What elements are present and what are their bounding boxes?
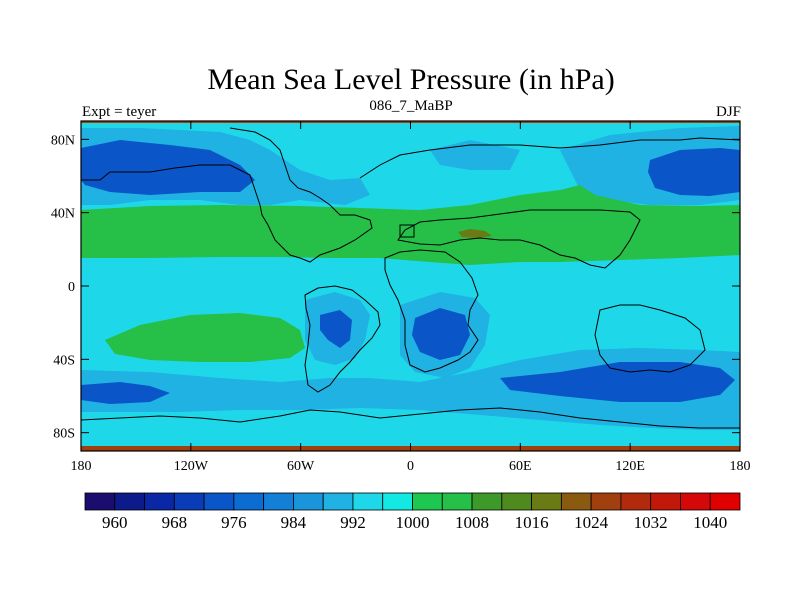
y-tick-label: 80N [51,133,75,148]
colorbar-swatch [650,492,681,511]
colorbar-swatch [144,492,175,511]
eurasia-south-outline [397,209,641,269]
x-tick-label: 180 [71,459,92,474]
subtitle-right: DJF [716,104,741,120]
colorbar-swatch [352,492,384,511]
australia-outline [594,304,706,373]
colorbar-swatch [709,492,741,511]
colorbar-swatch [620,492,652,511]
colorbar-label: 1040 [693,513,727,532]
colorbar-swatch [680,492,711,511]
colorbar-swatch [531,492,562,511]
y-tick-label: 0 [68,280,75,295]
colorbar-swatch [412,492,443,511]
antarctic-trough-core-east [500,362,735,402]
antarctic-trough-outer [81,348,740,430]
southern-africa-low-core [412,308,470,360]
high-pressure-core [458,229,492,238]
colorbar-label: 976 [221,513,247,532]
colorbar-swatch [293,492,324,511]
colorbar-swatch [441,492,473,511]
colorbar-label: 968 [162,513,188,532]
x-tick-label: 0 [407,459,414,474]
south-america-low-core [320,310,352,348]
colorbar-label: 1024 [574,513,609,532]
colorbar-swatch [263,492,294,511]
colorbar-swatch [84,492,116,511]
colorbar-label: 992 [340,513,366,532]
colorbar-label: 1016 [515,513,549,532]
subtitle-center: 086_7_MaBP [369,98,452,114]
subtitle-left: Expt = teyer [82,104,156,120]
x-tick-label: 120W [174,459,209,474]
south-pacific-high [105,313,305,362]
y-tick-label: 40N [51,207,75,222]
africa-outline [384,249,479,373]
contour-map [81,121,740,451]
colorbar-swatch [590,492,622,511]
x-tick-label: 60E [509,459,532,474]
colorbar-swatch [471,492,503,511]
colorbar-swatch [233,492,265,511]
caspian-outline [399,224,415,238]
x-tick-label: 180 [730,459,751,474]
colorbar-label: 1000 [396,513,430,532]
y-tick-label: 40S [53,353,75,368]
y-tick-label: 80S [53,427,75,442]
eurasia-north-outline [359,137,740,179]
colorbar-swatch [203,492,235,511]
colorbar-swatch [501,492,532,511]
colorbar-label: 984 [281,513,307,532]
colorbar-swatch [560,492,592,511]
north-america-outline [81,127,373,263]
colorbar: 960 968 976 984 992 1000 1008 1016 1024 1032 1040 [84,492,741,532]
colorbar-label: 1032 [634,513,668,532]
coastlines [81,127,740,429]
axes: 180 120W 60W 0 60E 120E 180 80N 40N 0 40S 80S [51,121,751,474]
north-pacific-low-core [648,148,740,196]
chart-title: Mean Sea Level Pressure (in hPa) [207,63,614,96]
colorbar-label: 1008 [455,513,489,532]
antarctica-outline [81,407,740,429]
x-tick-label: 120E [615,459,645,474]
colorbar-swatch [173,492,205,511]
aleutian-low-core [81,140,255,195]
colorbar-swatch [382,492,413,511]
colorbar-swatch [114,492,145,511]
colorbar-swatch [322,492,354,511]
antarctic-trough-core-west [81,382,170,404]
colorbar-label: 960 [102,513,128,532]
x-tick-label: 60W [287,459,315,474]
south-america-outline [304,285,381,393]
